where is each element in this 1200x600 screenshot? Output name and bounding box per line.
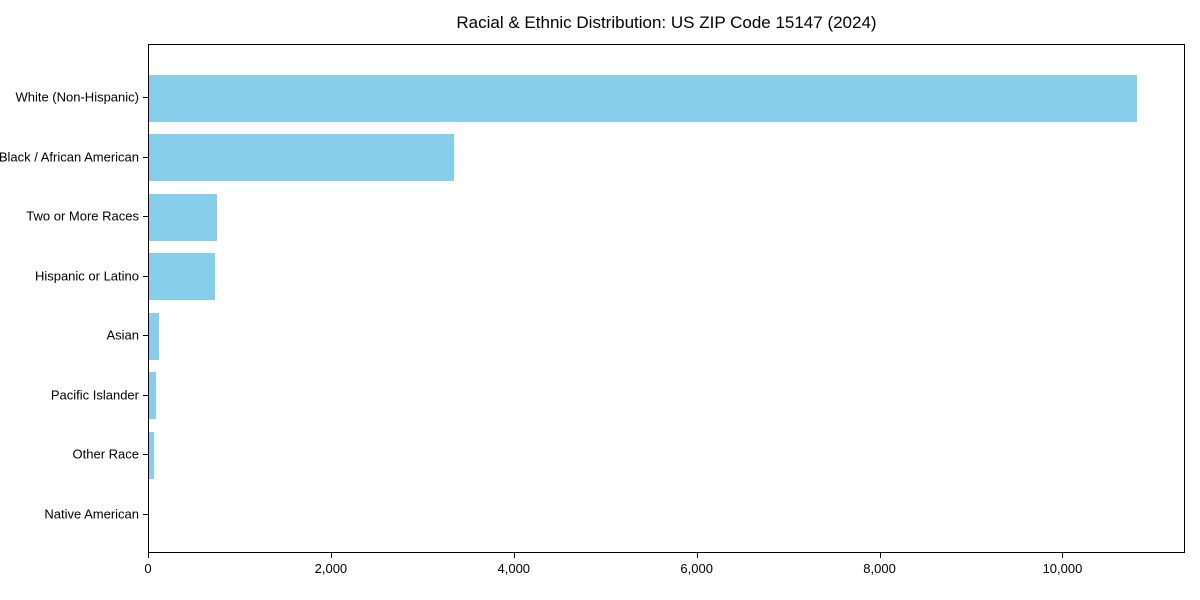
x-tick-mark [696, 553, 698, 558]
bar-black-african-american [149, 134, 454, 181]
y-tick-label: White (Non-Hispanic) [15, 89, 139, 105]
bar-other-race [149, 431, 154, 479]
bar-asian [149, 312, 159, 360]
x-tick-mark [513, 553, 515, 558]
y-tick-label: Pacific Islander [50, 387, 139, 402]
y-tick-label: Native American [44, 506, 139, 521]
x-tick-label: 2,000 [314, 561, 348, 576]
plot-area [148, 44, 1185, 553]
y-tick-mark [143, 156, 148, 158]
x-tick-mark [330, 553, 332, 558]
y-tick-mark [143, 513, 148, 515]
x-tick-label: 0 [144, 561, 152, 576]
bar-hispanic-or-latino [149, 253, 215, 300]
y-tick-mark [143, 275, 148, 277]
y-tick-mark [143, 394, 148, 396]
bar-two-or-more-races [149, 193, 217, 241]
x-tick-label: 8,000 [863, 561, 896, 576]
x-tick-label: 6,000 [680, 561, 713, 576]
y-tick-mark [143, 216, 148, 217]
y-tick-mark [143, 454, 148, 455]
x-tick-mark [1062, 553, 1064, 558]
y-tick-mark [143, 335, 148, 336]
bar-white-non-hispanic [149, 74, 1137, 122]
y-tick-label: Two or More Races [26, 208, 139, 224]
y-tick-label: Asian [106, 327, 139, 343]
y-tick-label: Hispanic or Latino [34, 268, 139, 283]
x-tick-label: 4,000 [497, 561, 531, 576]
y-tick-label: Other Race [72, 446, 139, 462]
chart-title: Racial & Ethnic Distribution: US ZIP Cod… [456, 13, 877, 32]
x-tick-mark [879, 553, 881, 558]
bar-pacific-islander [149, 372, 156, 419]
y-tick-mark [143, 97, 148, 98]
x-tick-label: 10,000 [1042, 561, 1083, 576]
x-tick-mark [148, 553, 149, 558]
y-tick-label: Black / African American [0, 149, 139, 164]
